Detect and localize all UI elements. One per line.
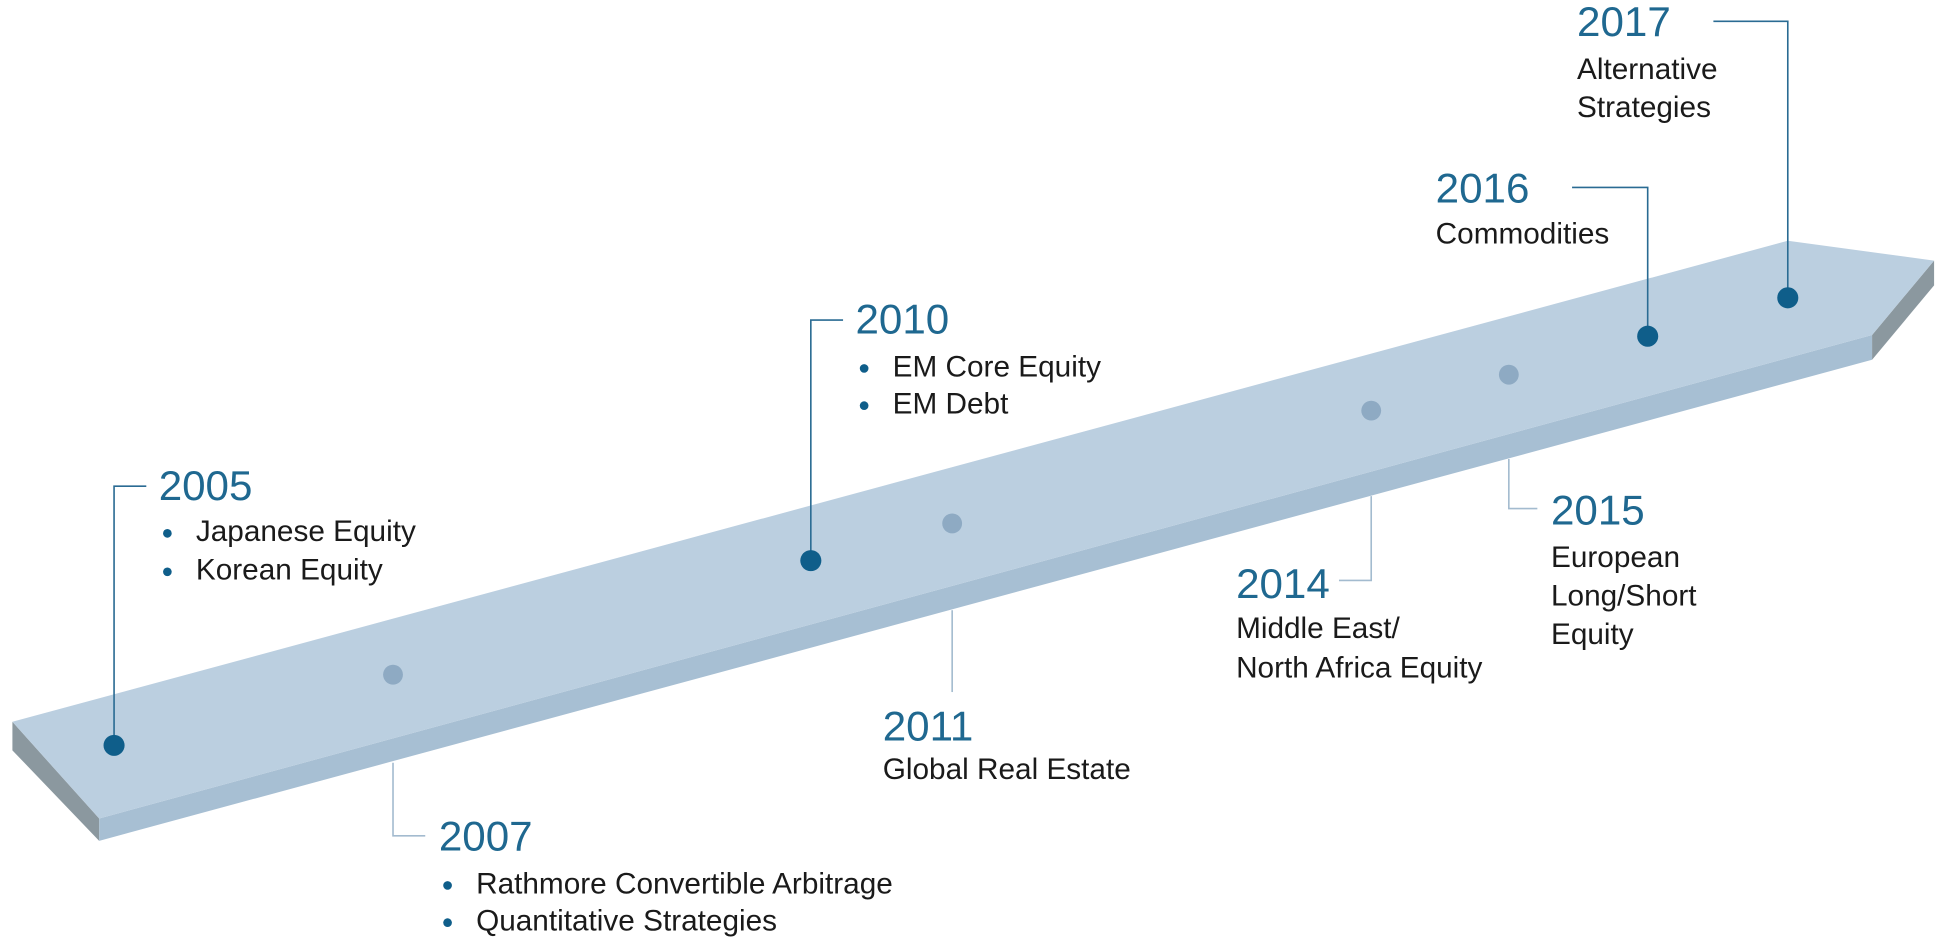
milestone-year: 2011 bbox=[883, 702, 974, 749]
milestone-dot bbox=[103, 734, 125, 756]
milestone-item: Quantitative Strategies bbox=[476, 905, 777, 938]
milestone-text: Equity bbox=[1551, 618, 1634, 651]
milestone-item: Japanese Equity bbox=[196, 515, 416, 548]
bullet bbox=[859, 364, 869, 373]
bullet bbox=[163, 567, 172, 577]
bar-left-side bbox=[12, 721, 100, 841]
milestone-text: Global Real Estate bbox=[883, 753, 1131, 786]
leader-line bbox=[1338, 496, 1373, 582]
milestone-year: 2016 bbox=[1436, 164, 1530, 211]
leader-line bbox=[1713, 20, 1789, 298]
milestone-dot bbox=[1777, 287, 1799, 309]
milestone-dot bbox=[800, 550, 822, 572]
milestone-year: 2017 bbox=[1577, 0, 1671, 45]
bar-right-side bbox=[1872, 260, 1935, 360]
bar-front bbox=[99, 334, 1873, 841]
leader-line bbox=[392, 762, 426, 837]
milestone-item: Korean Equity bbox=[196, 554, 383, 587]
milestone-dot bbox=[942, 513, 963, 534]
leader-line bbox=[1572, 186, 1649, 337]
leader-line bbox=[810, 319, 844, 561]
milestone-text: Middle East/ bbox=[1236, 612, 1400, 645]
leader-line bbox=[113, 485, 147, 746]
milestone-dot bbox=[1637, 325, 1659, 347]
milestone-text: North Africa Equity bbox=[1236, 652, 1482, 685]
milestone-year: 2005 bbox=[159, 462, 253, 509]
milestone-text: European bbox=[1551, 541, 1680, 574]
milestone-item: EM Debt bbox=[893, 388, 1009, 421]
milestone-dot bbox=[383, 664, 403, 685]
milestones: 2005 Japanese Equity Korean Equity 2007 Rath… bbox=[103, 0, 1799, 938]
milestone-year: 2007 bbox=[439, 813, 533, 860]
milestone-text: Alternative bbox=[1577, 53, 1718, 86]
bullet bbox=[859, 401, 869, 410]
leader-line bbox=[1508, 458, 1538, 510]
bullet bbox=[443, 918, 452, 927]
milestone-text: Strategies bbox=[1577, 91, 1711, 124]
bullet bbox=[163, 529, 172, 538]
milestone-year: 2015 bbox=[1551, 487, 1645, 534]
bullet bbox=[443, 881, 452, 890]
milestone-dot bbox=[1361, 400, 1382, 421]
milestone-dot bbox=[1498, 364, 1519, 385]
milestone-year: 2014 bbox=[1236, 560, 1330, 607]
milestone-item: EM Core Equity bbox=[893, 350, 1101, 383]
milestone-year: 2010 bbox=[855, 296, 949, 343]
milestone-item: Rathmore Convertible Arbitrage bbox=[476, 867, 893, 900]
bar-top bbox=[12, 240, 1935, 819]
milestone-text: Long/Short bbox=[1551, 580, 1697, 613]
milestone-text: Commodities bbox=[1436, 218, 1610, 251]
